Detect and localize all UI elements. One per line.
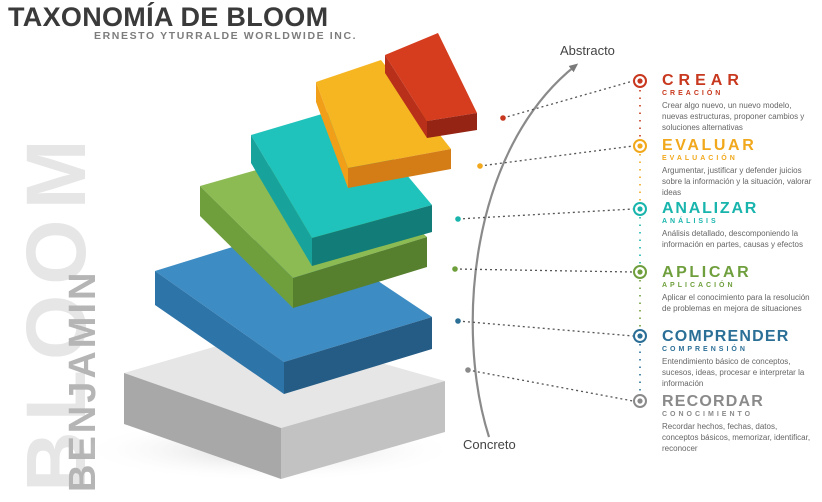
axis-label-concrete: Concreto xyxy=(463,437,516,452)
connector-dot xyxy=(500,115,506,121)
level-description: Recordar hechos, fechas, datos, concepto… xyxy=(662,422,811,453)
level-title: RECORDAR xyxy=(662,393,765,410)
axis-label-abstract: Abstracto xyxy=(560,43,615,58)
level-description: Crear algo nuevo, un nuevo modelo, nueva… xyxy=(662,101,805,132)
level-analizar: ANALIZAR ANÁLISIS Análisis detallado, de… xyxy=(662,201,814,250)
level-title: ANALIZAR xyxy=(662,200,759,217)
level-comprender: COMPRENDER COMPRENSIÓN Entendimiento bás… xyxy=(662,329,814,389)
level-aplicar: APLICAR APLICACIÓN Aplicar el conocimien… xyxy=(662,265,814,314)
level-subtitle: APLICACIÓN xyxy=(662,282,736,289)
connector-dot xyxy=(452,266,458,272)
level-subtitle: COMPRENSIÓN xyxy=(662,346,748,353)
level-title: EVALUAR xyxy=(662,137,757,154)
ring-nodes xyxy=(633,74,647,408)
connector-dot xyxy=(455,216,461,222)
level-evaluar: EVALUAR EVALUACIÓN Argumentar, justifica… xyxy=(662,138,814,198)
connector-lines xyxy=(452,80,634,402)
connector-dot xyxy=(455,318,461,324)
abstraction-axis-arrow xyxy=(471,63,579,438)
level-description: Análisis detallado, descomponiendo la in… xyxy=(662,229,803,249)
diagram-author: ERNESTO YTURRALDE WORLDWIDE INC. xyxy=(94,30,358,42)
block-evaluar xyxy=(316,60,451,188)
level-description: Argumentar, justificar y defender juicio… xyxy=(662,166,812,197)
level-description: Aplicar el conocimiento para la resoluci… xyxy=(662,293,810,313)
connector-dot xyxy=(465,367,471,373)
level-subtitle: CONOCIMIENTO xyxy=(662,411,754,418)
diagram-title: TAXONOMÍA DE BLOOM xyxy=(8,2,329,32)
connector-dot xyxy=(477,163,483,169)
level-subtitle: CREACIÓN xyxy=(662,90,724,97)
level-title: APLICAR xyxy=(662,264,752,281)
level-subtitle: EVALUACIÓN xyxy=(662,155,738,162)
level-recordar: RECORDAR CONOCIMIENTO Recordar hechos, f… xyxy=(662,394,814,454)
block-analizar xyxy=(251,106,432,266)
level-description: Entendimiento básico de conceptos, suces… xyxy=(662,357,805,388)
level-title: COMPRENDER xyxy=(662,328,790,345)
level-crear: CREAR CREACIÓN Crear algo nuevo, un nuev… xyxy=(662,73,814,133)
level-subtitle: ANÁLISIS xyxy=(662,218,719,225)
level-title: CREAR xyxy=(662,72,744,89)
block-crear xyxy=(385,33,477,138)
